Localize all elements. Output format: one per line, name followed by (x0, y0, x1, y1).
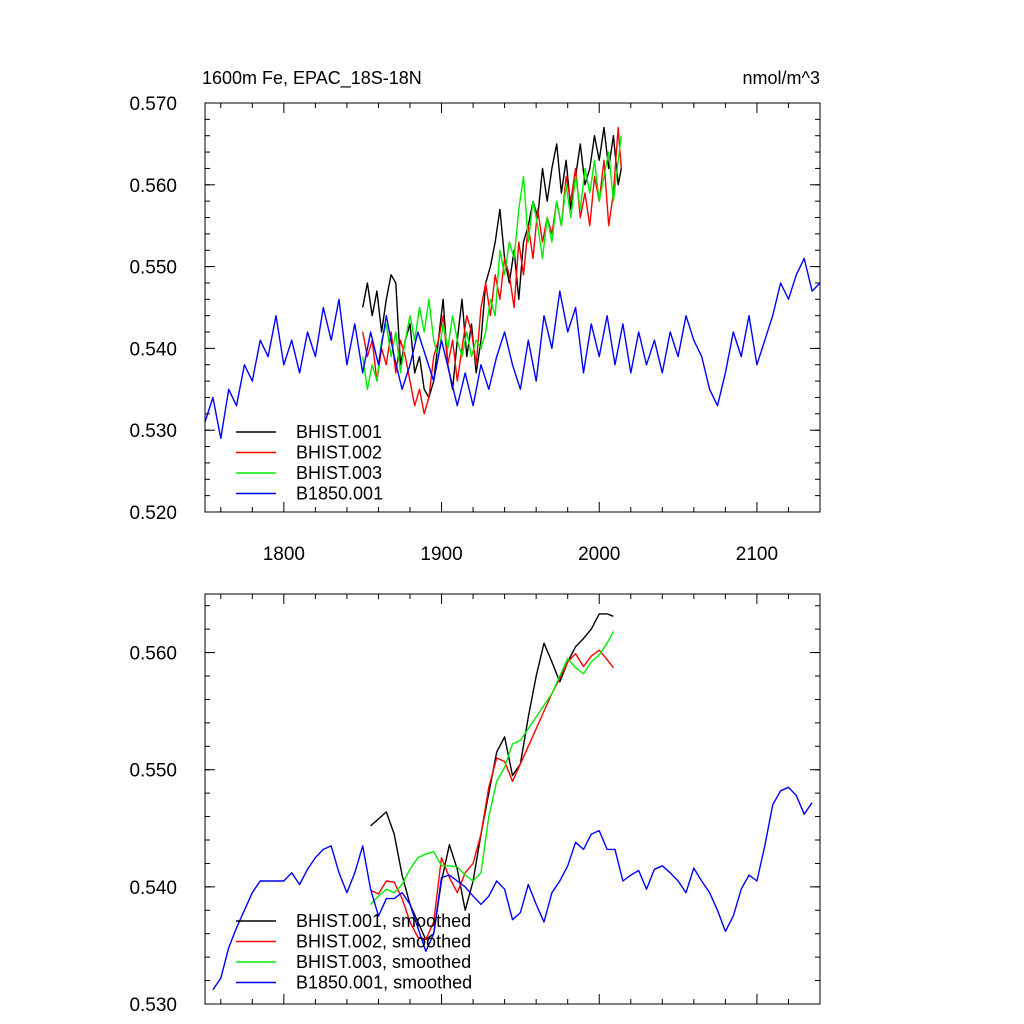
series-line (362, 126, 622, 399)
legend-label: BHIST.002, smoothed (296, 932, 471, 952)
top-chart: 1600m Fe, EPAC_18S-18N nmol/m^3 0.5200.5… (129, 68, 821, 565)
legend-label: BHIST.001, smoothed (296, 911, 471, 931)
series-line (204, 257, 821, 440)
series-line (362, 135, 622, 390)
series-group (212, 613, 813, 991)
series-line (370, 649, 614, 941)
chart-title: 1600m Fe, EPAC_18S-18N (202, 68, 422, 89)
x-axis (220, 594, 821, 1004)
y-axis: 0.530 0.540 0.550 0.560 (129, 605, 820, 1016)
y-tick-label: 0.530 (129, 421, 177, 442)
x-tick-label: 1800 (263, 544, 305, 565)
y-tick-label: 0.540 (129, 878, 177, 899)
x-tick-label: 1900 (420, 544, 462, 565)
x-axis: 1800 1900 2000 2100 (220, 103, 821, 565)
series-line (362, 126, 622, 415)
series-line (212, 786, 813, 991)
x-tick-label: 2000 (578, 544, 620, 565)
y-axis: 0.520 0.530 0.540 0.550 0.560 0.570 (129, 94, 820, 524)
y-tick-label: 0.520 (129, 503, 177, 524)
plot-frame (204, 593, 821, 1005)
y-tick-label: 0.560 (129, 644, 177, 665)
legend-label: BHIST.002 (296, 443, 382, 463)
legend-label: B1850.001, smoothed (296, 973, 472, 993)
y-tick-label: 0.570 (129, 94, 177, 115)
plot-frame (204, 102, 821, 513)
y-tick-label: 0.560 (129, 176, 177, 197)
units-label: nmol/m^3 (743, 68, 820, 88)
series-group (204, 126, 821, 440)
y-tick-label: 0.550 (129, 258, 177, 279)
y-tick-label: 0.550 (129, 761, 177, 782)
y-tick-label: 0.540 (129, 339, 177, 360)
legend-label: B1850.001 (296, 484, 383, 504)
x-tick-label: 2100 (736, 544, 778, 565)
legend-label: BHIST.003 (296, 463, 382, 483)
y-tick-label: 0.530 (129, 995, 177, 1016)
legend-label: BHIST.001 (296, 422, 382, 442)
series-line (370, 631, 615, 905)
bottom-chart: 0.530 0.540 0.550 0.560 BHIST.001, smoothed… (129, 593, 821, 1016)
legend-label: BHIST.003, smoothed (296, 952, 471, 972)
